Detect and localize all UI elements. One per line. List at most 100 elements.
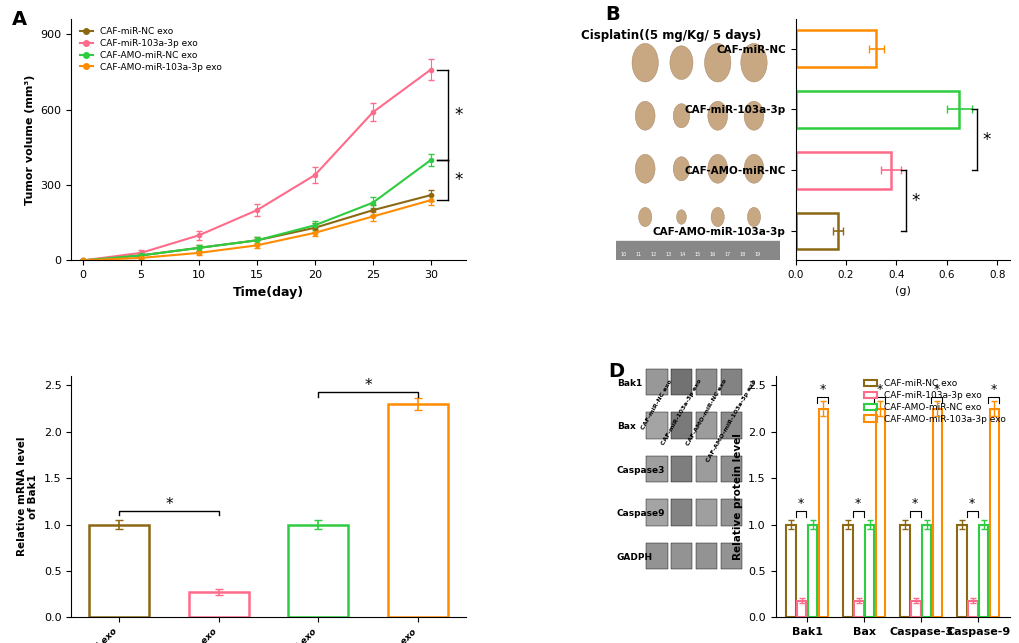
X-axis label: Time(day): Time(day) — [232, 285, 304, 299]
Text: 18: 18 — [739, 251, 745, 257]
Bar — [288, 525, 347, 617]
Circle shape — [747, 207, 760, 226]
Text: *: * — [875, 383, 882, 396]
Bar — [614, 241, 780, 260]
Text: *: * — [968, 497, 974, 510]
Bar — [978, 525, 987, 617]
Bar — [671, 456, 692, 482]
Text: Caspase3: Caspase3 — [616, 466, 664, 475]
Circle shape — [638, 207, 651, 226]
Text: *: * — [364, 378, 372, 393]
Circle shape — [704, 44, 731, 82]
Bar — [671, 369, 692, 395]
Circle shape — [635, 102, 654, 130]
Bar — [818, 408, 827, 617]
Text: CAF-miR-NC exo: CAF-miR-NC exo — [640, 379, 673, 430]
Bar — [874, 408, 884, 617]
Bar — [719, 456, 741, 482]
Text: 11: 11 — [635, 251, 641, 257]
Bar — [796, 601, 806, 617]
Bar — [795, 30, 875, 67]
Bar — [795, 91, 959, 128]
Bar — [671, 412, 692, 439]
Bar — [786, 525, 795, 617]
Bar — [695, 499, 716, 525]
Bar — [645, 456, 666, 482]
Text: *: * — [911, 192, 919, 210]
Circle shape — [707, 154, 727, 183]
Text: *: * — [989, 383, 996, 396]
Text: 14: 14 — [680, 251, 686, 257]
Legend: CAF-miR-NC exo, CAF-miR-103a-3p exo, CAF-AMO-miR-NC exo, CAF-AMO-miR-103a-3p exo: CAF-miR-NC exo, CAF-miR-103a-3p exo, CAF… — [75, 24, 225, 75]
Text: Bax: Bax — [616, 422, 635, 431]
Bar — [795, 152, 891, 188]
Bar — [719, 412, 741, 439]
Bar — [695, 369, 716, 395]
Text: *: * — [453, 171, 462, 189]
Bar — [695, 412, 716, 439]
Text: *: * — [453, 105, 462, 123]
Circle shape — [710, 207, 723, 226]
Bar — [843, 525, 852, 617]
Text: 10: 10 — [620, 251, 627, 257]
Circle shape — [740, 44, 766, 82]
Bar — [719, 543, 741, 569]
Bar — [864, 525, 873, 617]
Text: B: B — [605, 5, 620, 24]
Text: *: * — [797, 497, 803, 510]
Circle shape — [673, 157, 689, 181]
Text: CAF-miR-103a-3p exo: CAF-miR-103a-3p exo — [660, 379, 702, 446]
Bar — [967, 601, 976, 617]
Y-axis label: Tumor volume (mm³): Tumor volume (mm³) — [25, 75, 35, 205]
Text: 12: 12 — [650, 251, 656, 257]
Y-axis label: Relative protein level: Relative protein level — [732, 433, 742, 560]
Bar — [387, 404, 447, 617]
Bar — [795, 213, 838, 249]
Bar — [807, 525, 816, 617]
Bar — [910, 601, 920, 617]
Y-axis label: Relative mRNA level
of Bak1: Relative mRNA level of Bak1 — [16, 437, 39, 556]
Text: Caspase9: Caspase9 — [616, 509, 664, 518]
Bar — [695, 543, 716, 569]
Bar — [645, 412, 666, 439]
Text: GADPH: GADPH — [616, 552, 652, 561]
Text: CAF-AMO-miR-NC exo: CAF-AMO-miR-NC exo — [685, 379, 727, 447]
Bar — [645, 543, 666, 569]
Text: 16: 16 — [709, 251, 715, 257]
Circle shape — [707, 102, 727, 130]
Bar — [957, 525, 966, 617]
Text: D: D — [608, 361, 625, 381]
Bar — [671, 543, 692, 569]
Text: Bak1: Bak1 — [616, 379, 642, 388]
Circle shape — [673, 104, 689, 128]
Bar — [900, 525, 909, 617]
Bar — [90, 525, 149, 617]
Circle shape — [743, 102, 763, 130]
Text: *: * — [981, 131, 989, 149]
Text: A: A — [12, 10, 28, 29]
Bar — [988, 408, 999, 617]
Bar — [853, 601, 863, 617]
Circle shape — [676, 210, 686, 224]
Circle shape — [743, 154, 763, 183]
Text: *: * — [818, 383, 825, 396]
Circle shape — [669, 46, 692, 80]
Bar — [645, 369, 666, 395]
Bar — [719, 369, 741, 395]
Text: *: * — [854, 497, 860, 510]
Text: 19: 19 — [753, 251, 759, 257]
Text: *: * — [911, 497, 917, 510]
Bar — [671, 499, 692, 525]
Bar — [931, 408, 942, 617]
X-axis label: (g): (g) — [894, 285, 910, 296]
Bar — [645, 499, 666, 525]
Text: CAF-AMO-miR-103a-3p exo: CAF-AMO-miR-103a-3p exo — [705, 379, 756, 463]
Bar — [695, 456, 716, 482]
Bar — [719, 499, 741, 525]
Circle shape — [635, 154, 654, 183]
Bar — [921, 525, 930, 617]
Bar — [189, 592, 249, 617]
Text: *: * — [932, 383, 938, 396]
Circle shape — [632, 44, 657, 82]
Legend: CAF-miR-NC exo, CAF-miR-103a-3p exo, CAF-AMO-miR-NC exo, CAF-AMO-miR-103a-3p exo: CAF-miR-NC exo, CAF-miR-103a-3p exo, CAF… — [859, 376, 1009, 427]
